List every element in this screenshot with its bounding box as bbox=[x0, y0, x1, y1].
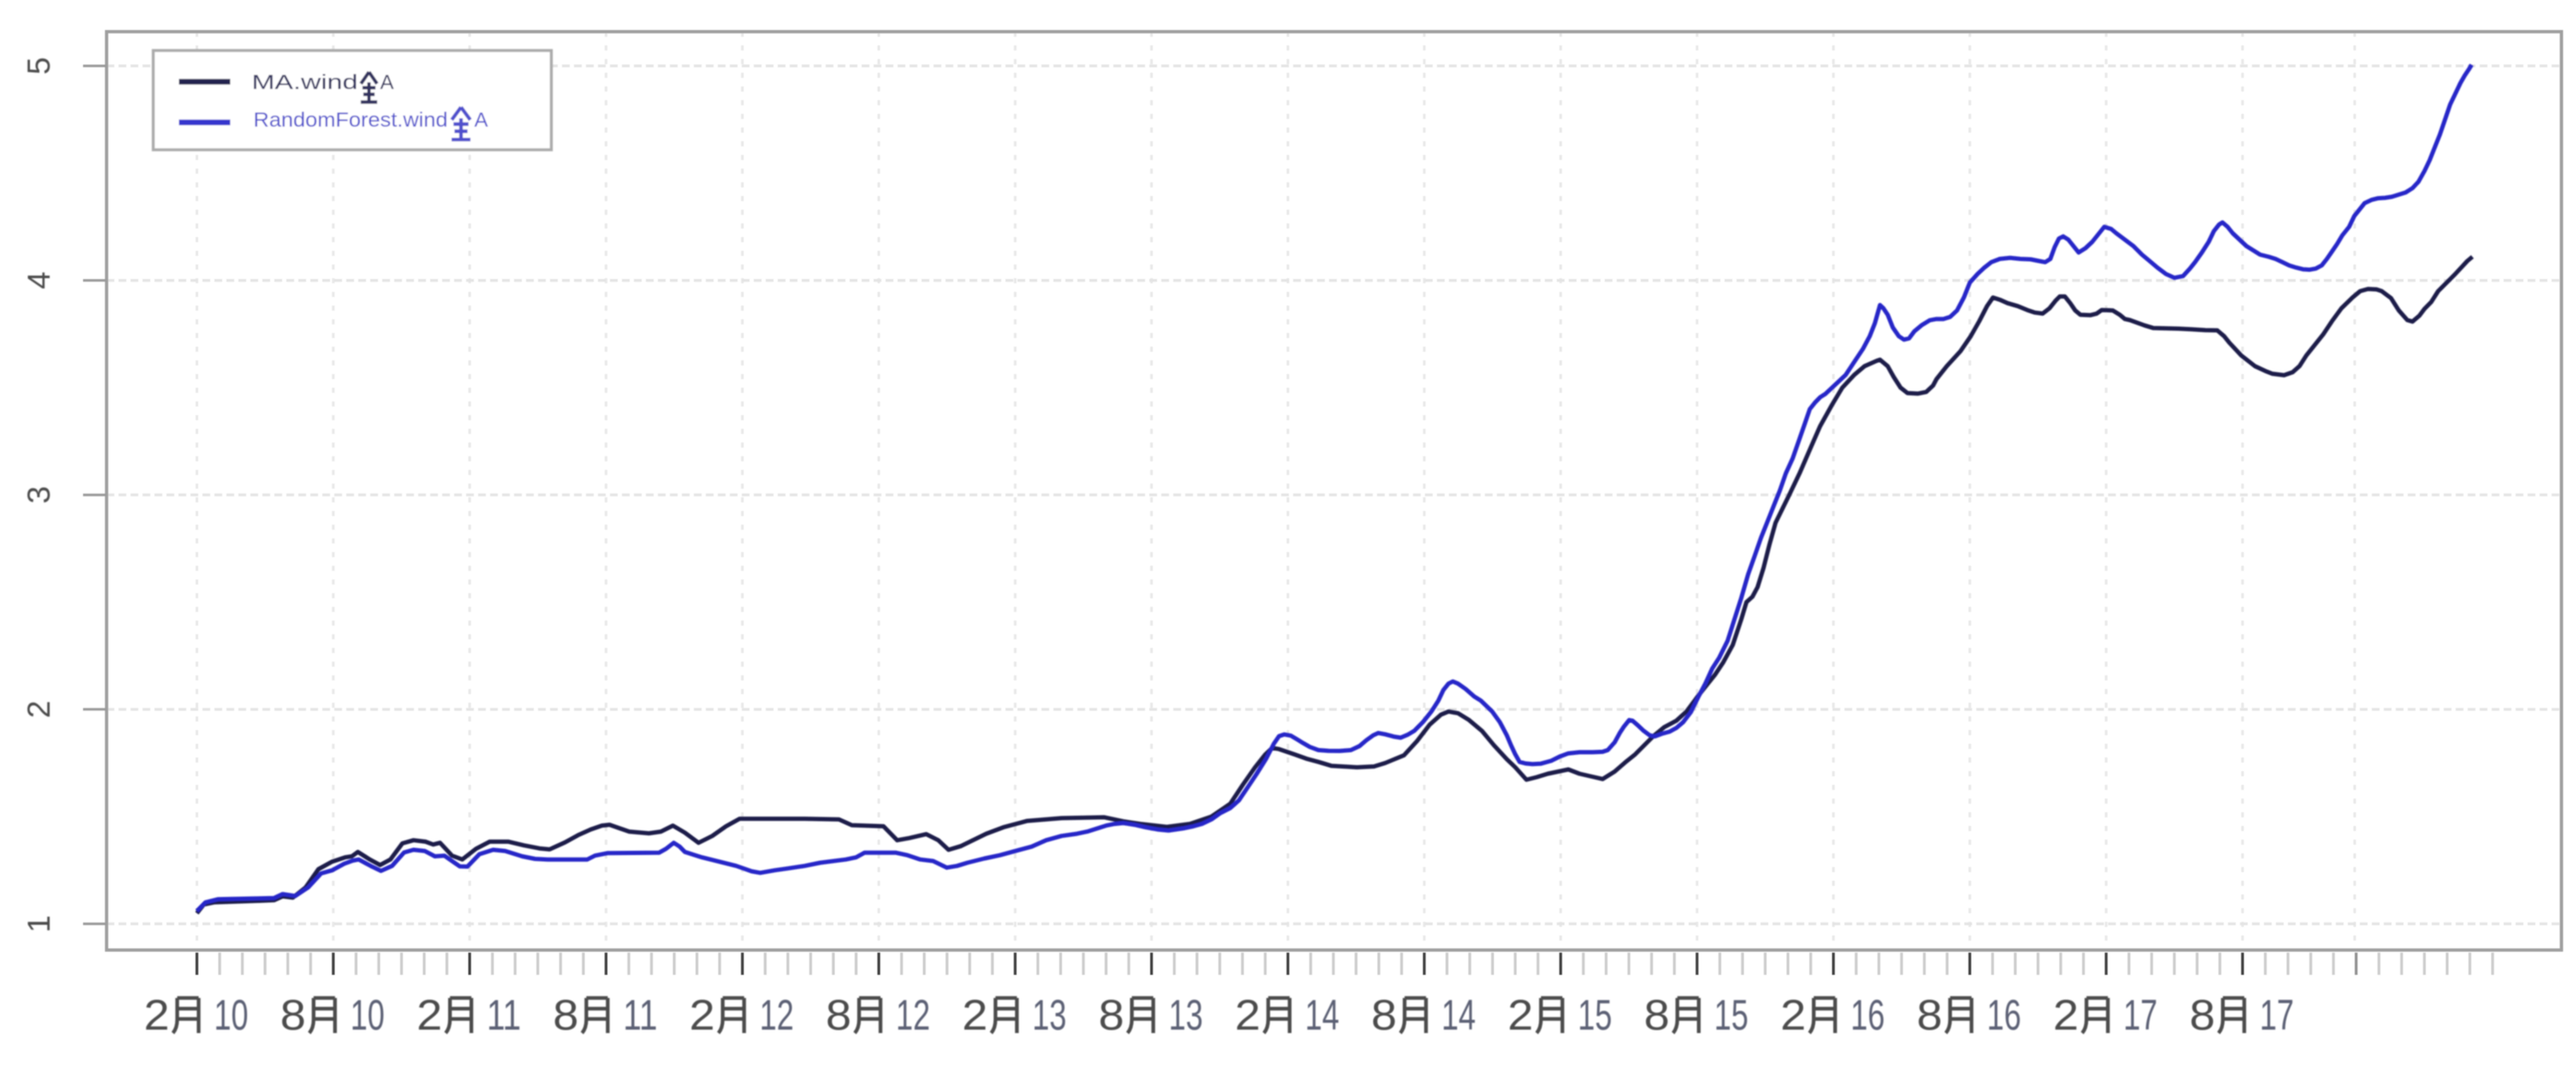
svg-text:1: 1 bbox=[21, 915, 57, 933]
svg-text:2: 2 bbox=[144, 991, 170, 1039]
svg-text:8: 8 bbox=[2190, 991, 2216, 1039]
svg-text:2: 2 bbox=[1508, 991, 1533, 1039]
svg-text:A: A bbox=[474, 109, 488, 132]
svg-text:8: 8 bbox=[1644, 991, 1669, 1039]
svg-text:17: 17 bbox=[2123, 991, 2157, 1039]
svg-text:8: 8 bbox=[1371, 991, 1397, 1039]
svg-text:2: 2 bbox=[689, 991, 715, 1039]
svg-text:8: 8 bbox=[553, 991, 579, 1039]
svg-text:2: 2 bbox=[2053, 991, 2079, 1039]
svg-text:2: 2 bbox=[417, 991, 443, 1039]
svg-text:8: 8 bbox=[280, 991, 306, 1039]
svg-text:MA.wind: MA.wind bbox=[252, 71, 358, 94]
svg-text:14: 14 bbox=[1305, 991, 1339, 1039]
svg-text:10: 10 bbox=[350, 991, 384, 1039]
svg-text:10: 10 bbox=[214, 991, 248, 1039]
svg-text:16: 16 bbox=[1987, 991, 2021, 1039]
svg-text:17: 17 bbox=[2260, 991, 2294, 1039]
svg-text:11: 11 bbox=[623, 991, 657, 1039]
svg-text:8: 8 bbox=[1098, 991, 1124, 1039]
svg-text:15: 15 bbox=[1714, 991, 1748, 1039]
svg-text:11: 11 bbox=[487, 991, 521, 1039]
svg-text:12: 12 bbox=[759, 991, 794, 1039]
svg-text:2: 2 bbox=[21, 701, 57, 719]
svg-text:2: 2 bbox=[1781, 991, 1806, 1039]
svg-text:13: 13 bbox=[1169, 991, 1203, 1039]
svg-text:2: 2 bbox=[962, 991, 988, 1039]
svg-text:3: 3 bbox=[21, 486, 57, 504]
svg-text:RandomForest.wind: RandomForest.wind bbox=[253, 109, 448, 132]
svg-text:16: 16 bbox=[1851, 991, 1885, 1039]
svg-text:8: 8 bbox=[826, 991, 852, 1039]
svg-text:15: 15 bbox=[1578, 991, 1612, 1039]
svg-text:5: 5 bbox=[21, 57, 57, 75]
svg-text:13: 13 bbox=[1032, 991, 1067, 1039]
svg-text:12: 12 bbox=[896, 991, 931, 1039]
svg-text:2: 2 bbox=[1234, 991, 1260, 1039]
svg-text:8: 8 bbox=[1917, 991, 1942, 1039]
svg-text:4: 4 bbox=[21, 271, 57, 289]
svg-text:14: 14 bbox=[1442, 991, 1476, 1039]
svg-text:A: A bbox=[380, 71, 394, 94]
